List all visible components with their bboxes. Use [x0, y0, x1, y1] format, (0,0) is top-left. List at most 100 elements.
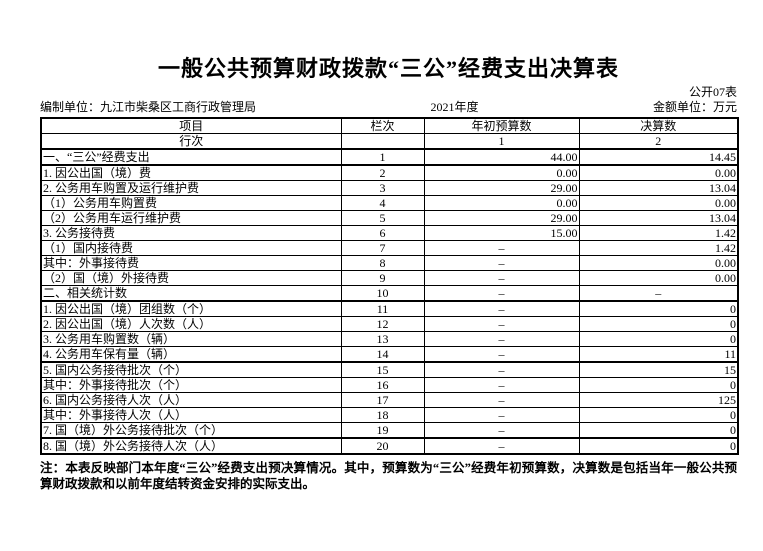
- row-line-no: 9: [340, 270, 425, 286]
- row-final-accounts: 15: [578, 361, 739, 378]
- table-code: 公开07表: [688, 85, 737, 99]
- row-final-accounts: 0: [578, 437, 739, 455]
- row-initial-budget: –: [423, 240, 580, 256]
- row-line-no: 14: [340, 346, 425, 363]
- row-label: 7. 国（境）外公务接待批次（个）: [40, 422, 342, 439]
- row-label: （2）国（境）外接待费: [40, 270, 342, 286]
- row-label: 8. 国（境）外公务接待人次（人）: [40, 437, 342, 455]
- row-final-accounts: 125: [578, 392, 739, 408]
- row-line-no: 18: [340, 407, 425, 423]
- table-row: （1）国内接待费 7–1.42: [40, 240, 739, 256]
- row-label: 2. 公务用车购置及运行维护费: [40, 180, 342, 196]
- row-line-no: 19: [340, 422, 425, 439]
- row-initial-budget: –: [423, 392, 580, 408]
- row-initial-budget: –: [423, 361, 580, 378]
- row-line-no: 4: [340, 195, 425, 211]
- row-final-accounts: 13.04: [578, 210, 739, 226]
- row-line-no: 16: [340, 377, 425, 393]
- table-row: 3. 公务接待费 6 15.00 1.42: [40, 225, 739, 241]
- row-final-accounts: 0: [578, 300, 739, 317]
- row-initial-budget: 0.00: [423, 195, 580, 211]
- subheader-row-label: 行次: [40, 133, 342, 150]
- row-final-accounts: 1.42: [578, 240, 739, 256]
- amount-unit: 金额单位：万元: [652, 100, 737, 114]
- meta-row: 编制单位：九江市柴桑区工商行政管理局 2021年度 金额单位：万元: [40, 100, 737, 115]
- row-line-no: 20: [340, 437, 425, 455]
- row-label: 其中：外事接待人次（人）: [40, 407, 342, 423]
- fiscal-year: 2021年度: [430, 100, 479, 114]
- row-label: 3. 公务接待费: [40, 225, 342, 241]
- subheader-col-1: 1: [423, 133, 580, 150]
- row-line-no: 8: [340, 255, 425, 271]
- row-initial-budget: –: [423, 270, 580, 286]
- row-final-accounts: 11: [578, 346, 739, 363]
- table-row: 二、相关统计数 10– –: [40, 285, 739, 302]
- table-header-row: 项目 栏次 年初预算数 决算数: [40, 117, 739, 134]
- table-row: 3. 公务用车购置数（辆） 13–0: [40, 331, 739, 347]
- table-row: （2）公务用车运行维护费 5 29.00 13.04: [40, 210, 739, 226]
- table-row: 一、“三公”经费支出 1 44.00 14.45: [40, 148, 739, 166]
- row-final-accounts: 0.00: [578, 270, 739, 286]
- row-label: 1. 因公出国（境）团组数（个）: [40, 300, 342, 317]
- row-label: 其中：外事接待费: [40, 255, 342, 271]
- row-initial-budget: 29.00: [423, 180, 580, 196]
- row-final-accounts: 14.45: [578, 148, 739, 166]
- row-line-no: 15: [340, 361, 425, 378]
- row-initial-budget: –: [423, 285, 580, 302]
- table-subheader-row: 行次 1 2: [40, 133, 739, 150]
- row-initial-budget: –: [423, 331, 580, 347]
- row-line-no: 13: [340, 331, 425, 347]
- row-final-accounts: 0: [578, 331, 739, 347]
- page-title: 一般公共预算财政拨款“三公”经费支出决算表: [157, 56, 619, 81]
- row-label: 5. 国内公务接待批次（个）: [40, 361, 342, 378]
- row-initial-budget: –: [423, 316, 580, 332]
- row-label: 2. 因公出国（境）人次数（人）: [40, 316, 342, 332]
- row-initial-budget: –: [423, 407, 580, 423]
- row-initial-budget: –: [423, 300, 580, 317]
- row-initial-budget: 0.00: [423, 164, 580, 181]
- row-initial-budget: –: [423, 437, 580, 455]
- row-line-no: 6: [340, 225, 425, 241]
- table-row: 其中：外事接待费 8–0.00: [40, 255, 739, 271]
- table-row: 4. 公务用车保有量（辆） 14–11: [40, 346, 739, 363]
- header-column-no: 栏次: [340, 117, 425, 134]
- row-label: 6. 国内公务接待人次（人）: [40, 392, 342, 408]
- table-row: 6. 国内公务接待人次（人） 17–125: [40, 392, 739, 408]
- row-final-accounts: 0.00: [578, 255, 739, 271]
- row-line-no: 7: [340, 240, 425, 256]
- table-row: 其中：外事接待人次（人） 18–0: [40, 407, 739, 423]
- row-initial-budget: –: [423, 422, 580, 439]
- row-line-no: 12: [340, 316, 425, 332]
- row-line-no: 17: [340, 392, 425, 408]
- budget-table: 项目 栏次 年初预算数 决算数 行次 1 2 一、“三公”经费支出 1 44.00 1…: [40, 117, 739, 455]
- row-label: （1）国内接待费: [40, 240, 342, 256]
- row-line-no: 2: [340, 164, 425, 181]
- row-line-no: 3: [340, 180, 425, 196]
- row-final-accounts: 0: [578, 316, 739, 332]
- row-label: 一、“三公”经费支出: [40, 148, 342, 166]
- header-item: 项目: [40, 117, 342, 134]
- row-initial-budget: –: [423, 255, 580, 271]
- table-row: 1. 因公出国（境）团组数（个） 11–0: [40, 300, 739, 317]
- row-line-no: 5: [340, 210, 425, 226]
- row-final-accounts: 0.00: [578, 195, 739, 211]
- table-row: 其中：外事接待批次（个） 16–0: [40, 377, 739, 393]
- table-row: 1. 因公出国（境）费 2 0.00 0.00: [40, 164, 739, 181]
- subheader-col-2: 2: [578, 133, 739, 150]
- row-label: （2）公务用车运行维护费: [40, 210, 342, 226]
- table-body: 一、“三公”经费支出 1 44.00 14.45 1. 因公出国（境）费 2 0.00 0.0…: [40, 148, 739, 455]
- prepared-by: 编制单位：九江市柴桑区工商行政管理局: [40, 100, 257, 114]
- row-final-accounts: 0: [578, 422, 739, 439]
- row-line-no: 1: [340, 148, 425, 166]
- row-label: 1. 因公出国（境）费: [40, 164, 342, 181]
- table-row: 2. 因公出国（境）人次数（人） 12–0: [40, 316, 739, 332]
- row-final-accounts: 0.00: [578, 164, 739, 181]
- header-final-accounts: 决算数: [578, 117, 739, 134]
- row-final-accounts: 1.42: [578, 225, 739, 241]
- footnote: 注：本表反映部门本年度“三公”经费支出预决算情况。其中，预算数为“三公”经费年初…: [40, 461, 737, 491]
- table-row: 2. 公务用车购置及运行维护费 3 29.00 13.04: [40, 180, 739, 196]
- row-final-accounts: 0: [578, 377, 739, 393]
- header-initial-budget: 年初预算数: [423, 117, 580, 134]
- table-row: 8. 国（境）外公务接待人次（人） 20–0: [40, 437, 739, 455]
- row-label: 其中：外事接待批次（个）: [40, 377, 342, 393]
